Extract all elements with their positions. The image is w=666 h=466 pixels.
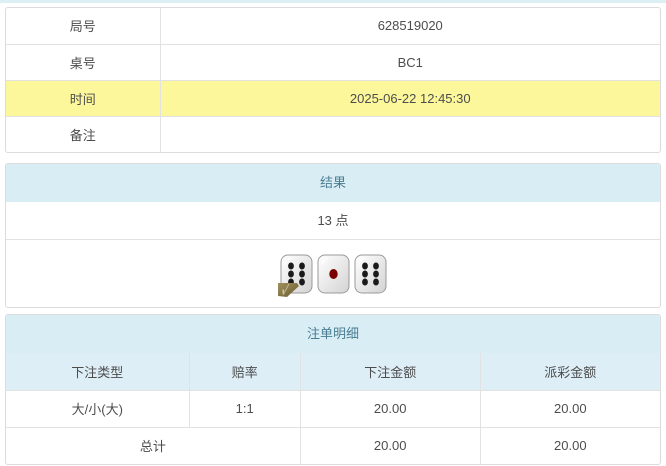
svg-text:i: i: [282, 288, 284, 295]
